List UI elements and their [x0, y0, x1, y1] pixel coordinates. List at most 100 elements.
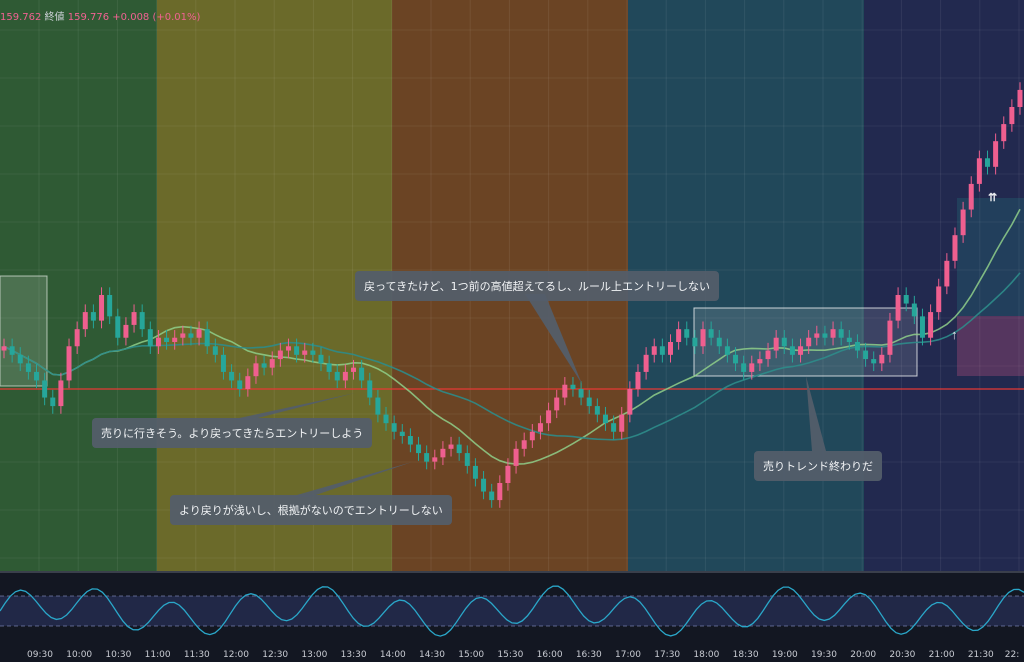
time-tick: 11:30	[183, 650, 210, 660]
candle-body	[383, 414, 389, 424]
candle-body	[562, 384, 568, 398]
candle-body	[1017, 89, 1023, 107]
candle-body	[391, 423, 397, 432]
candle-body	[846, 337, 852, 342]
candle-body	[261, 363, 267, 368]
candle-body	[521, 440, 527, 449]
candle-body	[570, 384, 576, 389]
range-boxes	[0, 198, 1024, 387]
candle-body	[58, 380, 64, 407]
candle-body	[416, 444, 422, 454]
time-tick: 15:30	[497, 650, 524, 660]
candle-body	[602, 414, 608, 424]
candle-body	[822, 333, 828, 338]
up-arrow-icon: ↑	[951, 327, 958, 342]
time-tick: 19:30	[811, 650, 837, 660]
osc-band	[0, 596, 1024, 626]
candle-body	[74, 329, 80, 347]
candle-body	[277, 350, 283, 360]
candle-body	[537, 423, 543, 432]
pointer-note1	[230, 393, 355, 420]
annotation-trend-end[interactable]: 売りトレンド終わりだ	[754, 451, 882, 481]
change-value: +0.008 (+0.01%)	[112, 12, 201, 23]
candle-body	[676, 329, 682, 342]
candle-body	[993, 141, 999, 167]
candle-body	[781, 337, 787, 347]
candle-body	[741, 363, 747, 372]
candlesticks	[1, 82, 1023, 508]
candle-body	[164, 337, 170, 342]
stop-zone	[957, 316, 1024, 376]
candle-body	[497, 483, 503, 501]
candle-body	[9, 346, 15, 355]
candle-body	[1001, 124, 1007, 142]
candle-body	[513, 448, 519, 466]
callout-pointers	[230, 294, 826, 497]
candle-body	[944, 260, 950, 287]
candle-body	[976, 158, 982, 184]
candle-body	[806, 337, 812, 347]
annotation-no-entry-shallow[interactable]: より戻りが浅いし、根拠がないのでエントリーしない	[170, 495, 452, 525]
candle-body	[318, 354, 324, 364]
candle-body	[554, 397, 560, 411]
time-tick: 15:00	[458, 650, 485, 660]
ohlc-legend: 159.762 終値 159.776 +0.008 (+0.01%)	[0, 8, 200, 23]
candle-body	[667, 342, 673, 355]
candle-body	[911, 303, 917, 317]
candle-body	[960, 209, 966, 236]
candle-body	[928, 312, 934, 338]
candle-body	[196, 329, 202, 338]
session-band	[0, 0, 157, 572]
candle-body	[155, 337, 161, 347]
time-axis: 09:30 10:00 10:30 11:00 11:30 12:00 12:30 13:00…	[0, 648, 1024, 662]
candle-body	[342, 371, 348, 381]
close-value: 159.776	[67, 12, 110, 23]
time-tick: 16:00	[536, 650, 563, 660]
time-tick: 20:30	[889, 650, 916, 660]
candle-body	[42, 380, 48, 398]
candle-body	[952, 235, 958, 261]
prev-value: 159.762	[0, 12, 42, 23]
close-label: 終値	[44, 12, 65, 23]
candle-body	[472, 465, 478, 479]
candle-body	[66, 346, 72, 381]
candle-body	[627, 389, 633, 415]
time-tick: 20:00	[850, 650, 877, 660]
candle-body	[651, 346, 657, 355]
candle-body	[456, 444, 462, 454]
candle-body	[17, 354, 23, 364]
time-tick: 10:00	[66, 650, 93, 660]
candle-body	[1, 346, 7, 351]
candle-body	[334, 371, 340, 381]
candle-body	[749, 363, 755, 372]
candle-body	[180, 333, 186, 338]
candle-body	[131, 312, 137, 325]
candle-body	[220, 354, 226, 372]
candle-body	[611, 423, 617, 432]
pointer-note3	[525, 294, 582, 384]
annotation-no-entry-rule[interactable]: 戻ってきたけど、1つ前の高値超えてるし、ルール上エントリーしない	[355, 271, 720, 301]
time-tick: 17:00	[615, 650, 641, 660]
candle-body	[871, 359, 877, 364]
candle-body	[708, 329, 714, 338]
candle-body	[546, 410, 552, 424]
annotation-sell-plan[interactable]: 売りに行きそう。より戻ってきたらエントリーしよう	[92, 418, 373, 448]
time-tick: 12:00	[223, 650, 249, 660]
candle-body	[294, 346, 300, 355]
candle-body	[172, 337, 178, 342]
target-zone	[957, 198, 1024, 316]
candle-body	[594, 406, 600, 415]
candle-body	[359, 367, 365, 381]
candle-body	[399, 431, 405, 436]
candle-body	[204, 329, 210, 347]
candle-body	[448, 444, 454, 449]
candle-body	[424, 453, 430, 462]
time-tick: 18:30	[732, 650, 759, 660]
candle-body	[936, 286, 942, 313]
candle-body	[115, 316, 121, 338]
candle-body	[578, 389, 584, 398]
time-tick: 11:00	[144, 650, 171, 660]
osc-bg	[0, 572, 1024, 648]
candle-body	[25, 363, 31, 372]
